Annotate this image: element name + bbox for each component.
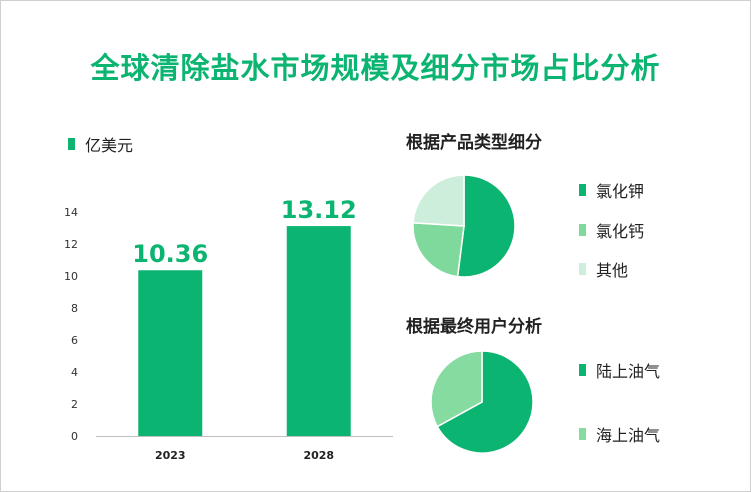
- legend-label: 氯化钾: [596, 182, 645, 201]
- pie-chart-product-type: [412, 174, 516, 278]
- x-tick-label: 2028: [303, 449, 334, 462]
- bar-chart: 0 2 4 6 8 10 12 14 10.36 2023 13.12 2028: [64, 196, 393, 462]
- y-tick-label: 12: [64, 238, 78, 251]
- bar: [286, 226, 351, 436]
- unit-legend-label: 亿美元: [85, 136, 134, 155]
- pie2-title: 根据最终用户分析: [406, 317, 542, 337]
- y-tick-label: 10: [64, 270, 78, 283]
- bar-value-label: 13.12: [281, 196, 357, 224]
- page-title: 全球清除盐水市场规模及细分市场占比分析: [90, 51, 661, 85]
- unit-legend: 亿美元: [68, 132, 133, 156]
- y-tick-label: 6: [71, 334, 78, 347]
- bar-value-label: 10.36: [132, 240, 208, 268]
- y-tick-label: 4: [71, 366, 78, 379]
- unit-legend-swatch: [68, 138, 75, 150]
- legend-swatch: [579, 184, 586, 196]
- x-tick-label: 2023: [155, 449, 186, 462]
- legend-label: 海上油气: [596, 426, 661, 445]
- pie-slice: [412, 222, 465, 278]
- y-tick-label: 8: [71, 302, 78, 315]
- bar: [138, 270, 203, 436]
- legend-item: 氯化钾: [579, 178, 644, 202]
- pie-slice: [412, 174, 465, 227]
- legend-swatch: [579, 428, 586, 440]
- legend-label: 陆上油气: [596, 362, 661, 381]
- bar-marks: 10.36 2023 13.12 2028: [132, 196, 356, 462]
- legend-item: 海上油气: [579, 422, 660, 446]
- legend-label: 其他: [596, 261, 629, 280]
- legend-swatch: [579, 364, 586, 376]
- legend-item: 其他: [579, 257, 628, 281]
- bar-axis: 0 2 4 6 8 10 12 14: [64, 206, 393, 443]
- legend-swatch: [579, 263, 586, 275]
- y-tick-label: 2: [71, 398, 78, 411]
- pie-slice: [430, 350, 483, 428]
- legend-item: 氯化钙: [579, 218, 644, 242]
- legend-swatch: [579, 224, 586, 236]
- y-tick-label: 14: [64, 206, 78, 219]
- pie-chart-end-user: [430, 350, 534, 454]
- legend-item: 陆上油气: [579, 358, 660, 382]
- legend-label: 氯化钙: [596, 222, 645, 241]
- y-tick-label: 0: [71, 430, 78, 443]
- pie1-title: 根据产品类型细分: [406, 133, 542, 153]
- pie-slice: [436, 350, 534, 454]
- pie-slice: [456, 174, 516, 278]
